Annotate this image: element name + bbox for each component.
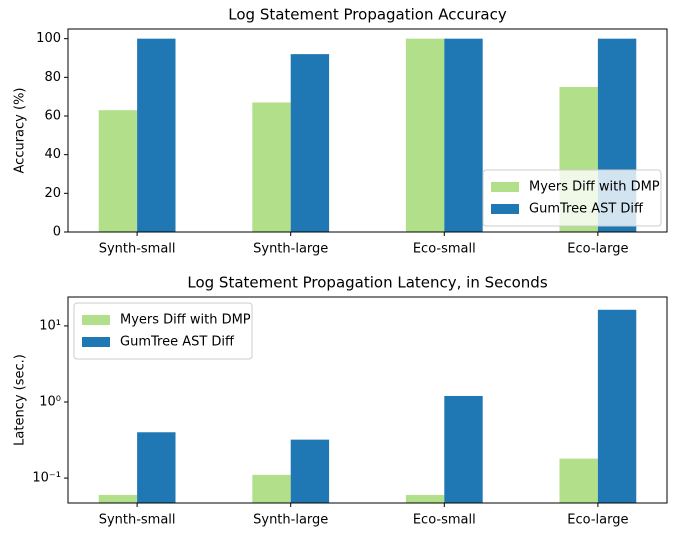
bar xyxy=(405,38,445,232)
bar xyxy=(290,439,330,503)
bar xyxy=(252,474,291,503)
legend-swatch xyxy=(491,182,519,192)
x-tick-label: Eco-small xyxy=(413,513,476,528)
y-tick-label: 10⁰ xyxy=(39,394,61,409)
legend-label: GumTree AST Diff xyxy=(529,202,644,217)
bar xyxy=(137,432,176,503)
y-tick-label: 10⁻¹ xyxy=(32,471,61,486)
y-tick-label: 100 xyxy=(36,31,61,46)
legend-box xyxy=(73,302,253,360)
y-tick-label: 60 xyxy=(44,109,61,124)
bar xyxy=(444,395,483,503)
y-tick-label: 40 xyxy=(44,147,61,162)
axes-frame xyxy=(67,28,668,233)
bar xyxy=(290,54,330,233)
x-tick-label: Synth-large xyxy=(253,513,328,528)
x-tick-label: Eco-large xyxy=(567,513,628,528)
bar xyxy=(444,38,483,232)
legend-label: GumTree AST Diff xyxy=(120,335,235,350)
legend-box xyxy=(482,169,662,227)
bar xyxy=(98,494,138,503)
bar xyxy=(137,38,176,232)
bar xyxy=(597,309,637,503)
y-axis-label: Latency (sec.) xyxy=(13,354,28,446)
legend-swatch xyxy=(491,204,519,214)
bar xyxy=(98,110,138,232)
bar xyxy=(405,494,445,503)
x-tick-label: Synth-large xyxy=(253,242,328,257)
x-tick-label: Synth-small xyxy=(99,242,176,257)
legend-swatch xyxy=(82,337,110,347)
bar xyxy=(559,458,598,503)
y-tick-label: 10¹ xyxy=(39,318,61,333)
legend-label: Myers Diff with DMP xyxy=(529,180,660,195)
y-axis-label: Accuracy (%) xyxy=(13,88,28,174)
chart-title: Log Statement Propagation Latency, in Se… xyxy=(187,274,547,292)
legend-swatch xyxy=(82,315,110,325)
y-tick-label: 80 xyxy=(44,70,61,85)
bar xyxy=(252,102,291,232)
x-tick-label: Eco-small xyxy=(413,242,476,257)
y-tick-label: 0 xyxy=(53,225,61,240)
y-tick-label: 20 xyxy=(44,186,61,201)
legend-label: Myers Diff with DMP xyxy=(120,313,251,328)
x-tick-label: Eco-large xyxy=(567,242,628,257)
chart-title: Log Statement Propagation Accuracy xyxy=(228,6,507,24)
x-tick-label: Synth-small xyxy=(99,513,176,528)
axes-frame xyxy=(67,296,668,504)
